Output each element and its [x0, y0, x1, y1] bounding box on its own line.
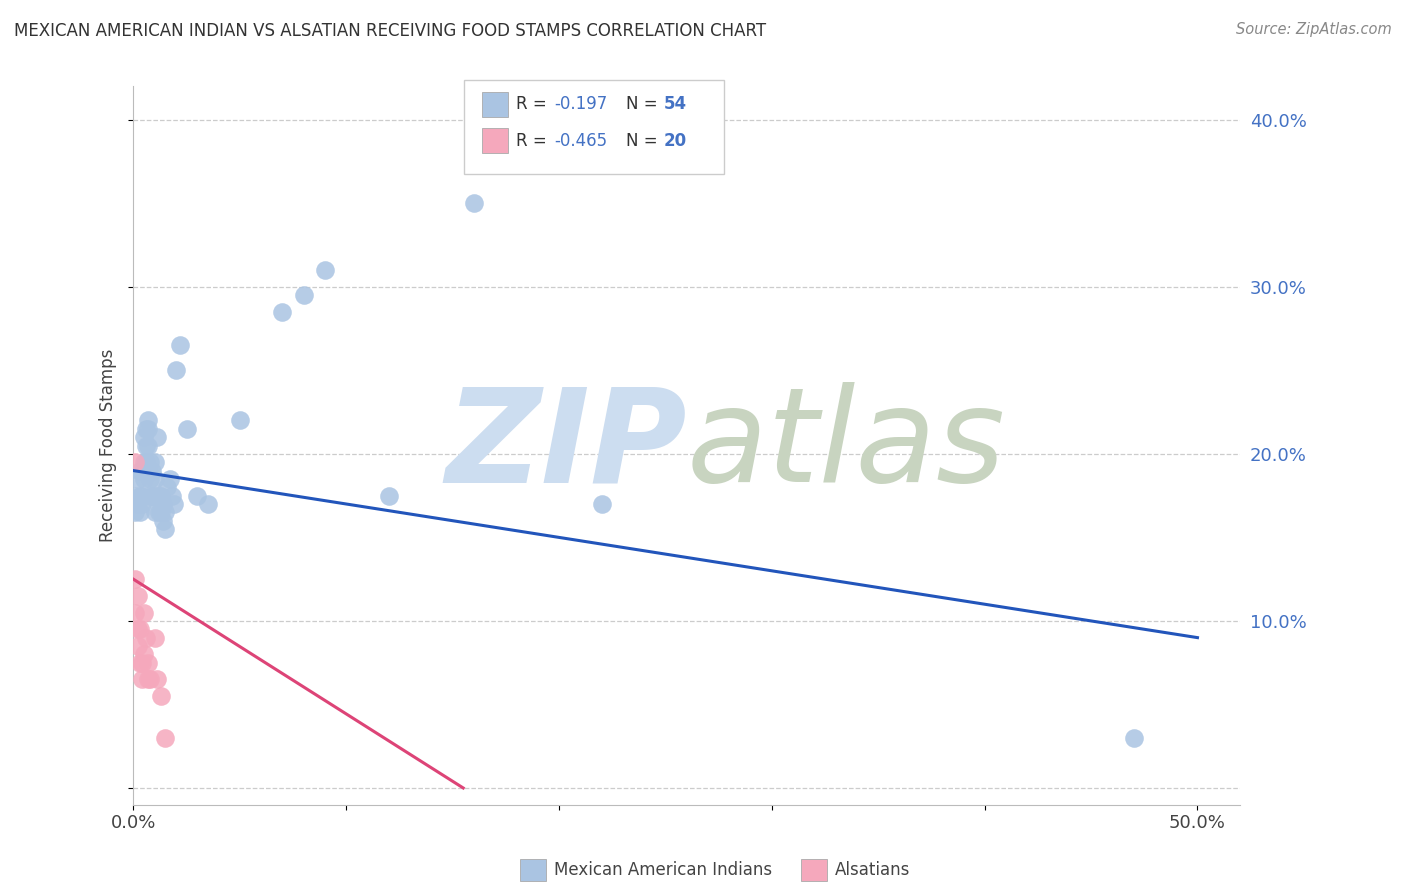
Point: [145, 673, 167, 687]
Point: [132, 648, 155, 662]
Point: [128, 505, 150, 519]
Point: [136, 438, 159, 452]
Point: [136, 464, 159, 478]
Point: [314, 263, 336, 277]
Point: [131, 673, 153, 687]
Point: [150, 689, 173, 703]
Text: Source: ZipAtlas.com: Source: ZipAtlas.com: [1236, 22, 1392, 37]
Point: [136, 422, 159, 436]
Point: [128, 489, 150, 503]
Text: R =: R =: [516, 95, 553, 113]
Point: [132, 472, 155, 486]
Point: [124, 572, 146, 586]
Point: [131, 656, 153, 670]
Point: [152, 497, 174, 511]
Point: [271, 305, 294, 319]
Point: [155, 505, 177, 519]
Text: R =: R =: [516, 132, 553, 150]
Point: [229, 413, 252, 427]
Point: [139, 489, 162, 503]
Point: [197, 497, 219, 511]
Point: [152, 514, 174, 528]
Point: [132, 606, 155, 620]
Point: [136, 673, 159, 687]
Point: [143, 489, 166, 503]
Point: [124, 505, 146, 519]
Point: [148, 505, 170, 519]
Point: [139, 455, 162, 469]
Point: [139, 472, 162, 486]
Text: N =: N =: [626, 132, 662, 150]
Point: [128, 622, 150, 636]
Point: [128, 464, 150, 478]
Point: [143, 505, 166, 519]
Point: [148, 489, 170, 503]
Point: [292, 288, 315, 302]
Point: [163, 497, 186, 511]
Point: [160, 489, 183, 503]
Point: [124, 455, 146, 469]
Point: [150, 489, 173, 503]
Point: [131, 497, 153, 511]
Text: Alsatians: Alsatians: [835, 861, 911, 879]
Point: [135, 455, 157, 469]
Text: -0.197: -0.197: [554, 95, 607, 113]
Point: [155, 522, 177, 536]
Point: [132, 455, 155, 469]
Text: MEXICAN AMERICAN INDIAN VS ALSATIAN RECEIVING FOOD STAMPS CORRELATION CHART: MEXICAN AMERICAN INDIAN VS ALSATIAN RECE…: [14, 22, 766, 40]
Point: [159, 472, 181, 486]
Point: [143, 472, 166, 486]
Point: [135, 422, 157, 436]
Point: [463, 196, 485, 211]
Point: [155, 731, 177, 745]
Point: [169, 338, 191, 352]
Point: [127, 639, 149, 653]
Point: [135, 631, 157, 645]
Point: [143, 631, 166, 645]
Point: [139, 673, 162, 687]
Point: [131, 489, 153, 503]
Point: [128, 656, 150, 670]
Point: [176, 422, 198, 436]
Point: [156, 480, 179, 494]
Point: [186, 489, 208, 503]
Point: [127, 589, 149, 603]
Text: N =: N =: [626, 95, 662, 113]
Point: [136, 413, 159, 427]
Text: -0.465: -0.465: [554, 132, 607, 150]
Point: [141, 464, 163, 478]
Point: [136, 656, 159, 670]
Y-axis label: Receiving Food Stamps: Receiving Food Stamps: [100, 349, 117, 542]
Text: Mexican American Indians: Mexican American Indians: [554, 861, 772, 879]
Point: [127, 622, 149, 636]
Text: 20: 20: [664, 132, 686, 150]
Point: [143, 455, 166, 469]
Text: 54: 54: [664, 95, 686, 113]
Point: [132, 430, 155, 444]
Point: [150, 505, 173, 519]
Point: [124, 606, 146, 620]
Point: [127, 472, 149, 486]
Point: [141, 489, 163, 503]
Point: [124, 489, 146, 503]
Point: [377, 489, 399, 503]
Point: [165, 363, 187, 377]
Point: [135, 438, 157, 452]
Point: [1122, 731, 1144, 745]
Text: atlas: atlas: [686, 382, 1005, 509]
Point: [591, 497, 613, 511]
Point: [127, 497, 149, 511]
Point: [145, 430, 167, 444]
Text: ZIP: ZIP: [446, 382, 686, 509]
